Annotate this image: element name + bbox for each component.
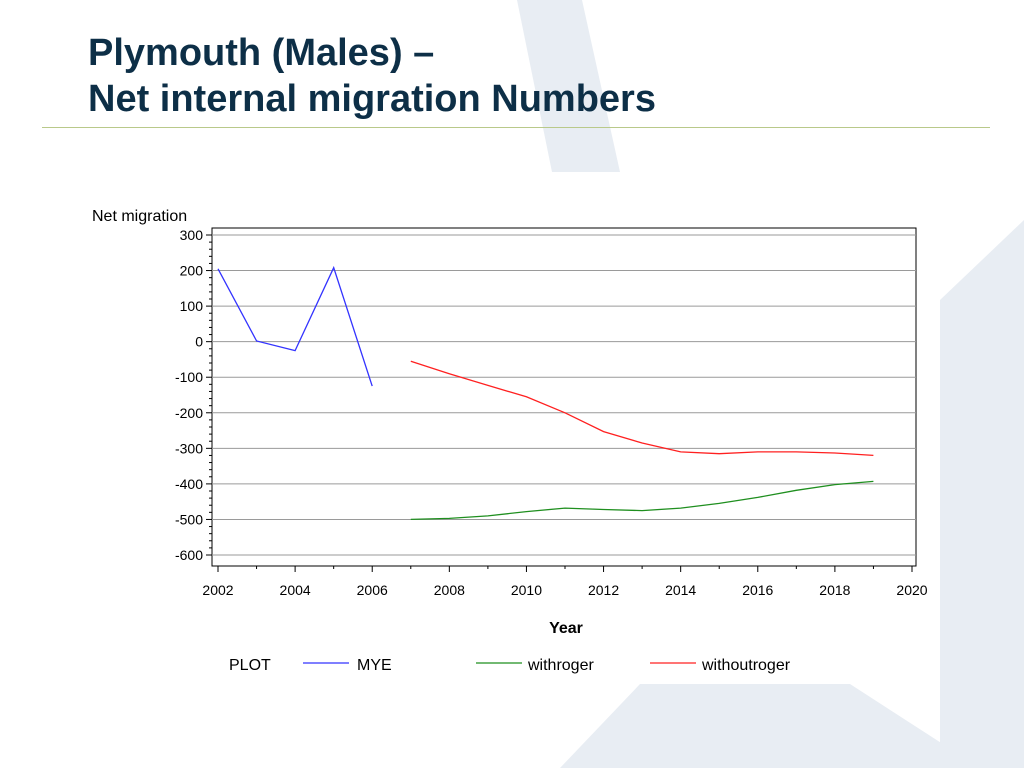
background-shape-right xyxy=(940,220,1024,768)
x-tick-label: 2018 xyxy=(819,582,850,598)
y-tick-label: 200 xyxy=(180,263,204,279)
x-tick-label: 2016 xyxy=(742,582,773,598)
y-tick-label: 300 xyxy=(180,227,204,243)
legend: PLOT MYE withroger withoutroger xyxy=(229,657,791,674)
x-tick-label: 2008 xyxy=(434,582,465,598)
x-tick-label: 2020 xyxy=(896,582,927,598)
y-tick-label: -100 xyxy=(175,369,203,385)
legend-label-withoutroger: withoutroger xyxy=(701,657,791,674)
x-tick-label: 2014 xyxy=(665,582,696,598)
series-line-mye xyxy=(217,265,373,387)
y-tick-label: 100 xyxy=(180,298,204,314)
legend-title: PLOT xyxy=(229,657,271,674)
y-tick-label: -400 xyxy=(175,476,203,492)
x-axis-label: Year xyxy=(549,620,583,637)
slide-title: Plymouth (Males) – Net internal migratio… xyxy=(88,30,656,122)
legend-label-mye: MYE xyxy=(357,657,392,674)
background-shape-top xyxy=(517,0,620,172)
y-tick-label: -200 xyxy=(175,405,203,421)
series-lines xyxy=(217,265,874,521)
x-tick-label: 2006 xyxy=(357,582,388,598)
series-line-withoutroger xyxy=(410,360,874,457)
legend-label-withroger: withroger xyxy=(527,657,594,674)
y-tick-label: -300 xyxy=(175,440,203,456)
plot-area-background xyxy=(211,227,917,567)
x-tick-label: 2002 xyxy=(202,582,233,598)
x-tick-label: 2004 xyxy=(280,582,311,598)
x-axis: 2002 2004 2006 2008 2010 2012 2014 2016 2018 2020 xyxy=(202,566,928,598)
slide-title-line1: Plymouth (Males) – xyxy=(88,32,435,74)
slide-title-line2: Net internal migration Numbers xyxy=(88,78,656,120)
title-divider xyxy=(42,127,990,128)
x-tick-label: 2010 xyxy=(511,582,542,598)
series-line-withroger xyxy=(410,480,874,521)
y-tick-label: -500 xyxy=(175,511,203,527)
grid-lines xyxy=(212,234,916,556)
y-axis-label: Net migration xyxy=(92,208,187,225)
y-axis: 300 200 100 0 -100 -200 -300 -400 -500 -600 xyxy=(175,227,212,563)
y-tick-label: 0 xyxy=(195,334,203,350)
x-tick-label: 2012 xyxy=(588,582,619,598)
y-tick-label: -600 xyxy=(175,547,203,563)
background-shape-bottom xyxy=(560,684,980,768)
